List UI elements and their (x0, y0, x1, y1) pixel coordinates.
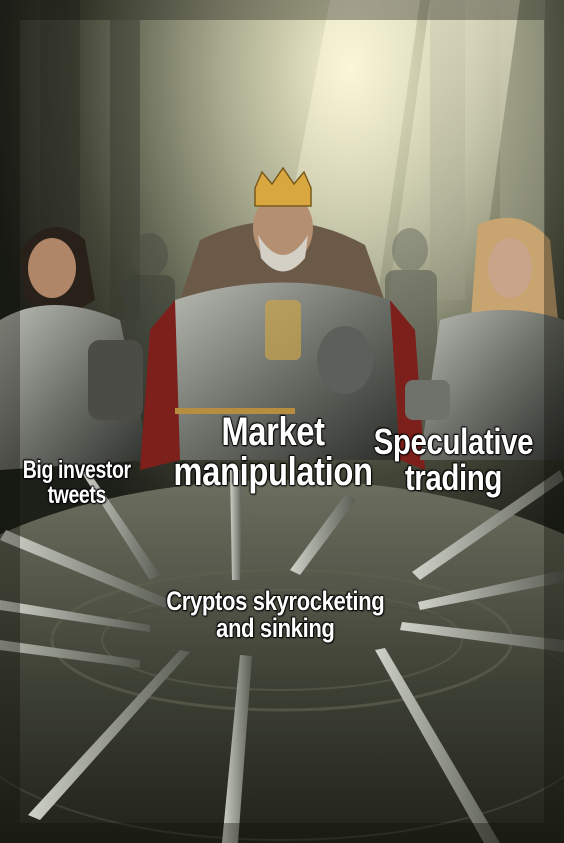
caption-bottom-line-2: and sinking (215, 613, 335, 643)
caption-speculative-trading: Speculative trading (355, 421, 552, 498)
caption-bottom-line-1: Cryptos skyrocketing (166, 586, 386, 616)
caption-market-manipulation: Market manipulation (150, 410, 396, 494)
caption-right-line-1: Speculative (373, 421, 534, 462)
caption-big-investor-tweets: Big investor tweets (12, 456, 141, 509)
caption-right-line-2: trading (404, 457, 503, 498)
crown-icon (254, 166, 312, 207)
caption-middle-line-1: Market (221, 410, 326, 454)
left-knight (0, 227, 150, 470)
caption-left-line-2: tweets (47, 481, 107, 509)
caption-middle-line-2: manipulation (173, 450, 374, 494)
caption-cryptos-skyrocketing: Cryptos skyrocketing and sinking (140, 586, 411, 643)
right-knight (405, 217, 564, 460)
caption-left-line-1: Big investor (22, 456, 132, 484)
sword-icon (0, 408, 564, 843)
